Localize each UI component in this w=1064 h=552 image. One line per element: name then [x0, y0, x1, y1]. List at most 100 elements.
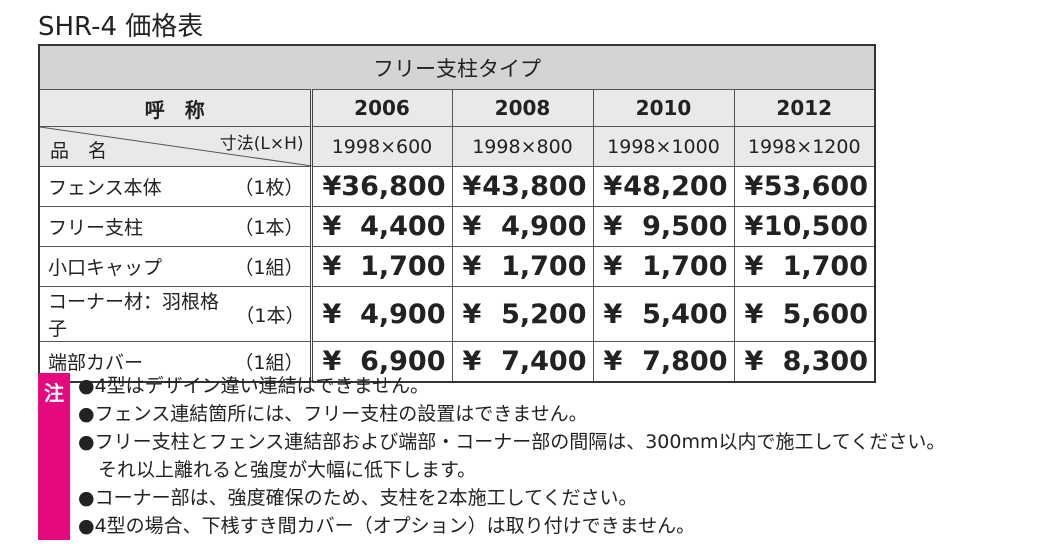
currency: ¥: [603, 171, 623, 202]
currency: ¥: [744, 171, 764, 202]
price: 53,600: [763, 171, 868, 202]
size-header: 寸法(L×H): [219, 134, 304, 154]
price-wrap: ¥1,700: [735, 251, 875, 282]
price-wrap: ¥9,500: [594, 211, 734, 242]
item-cell: フリー支柱 （1本）: [38, 206, 312, 247]
currency: ¥: [603, 346, 623, 377]
price-cell: ¥36,800: [309, 166, 453, 207]
currency: ¥: [322, 346, 342, 377]
currency: ¥: [322, 171, 342, 202]
price-wrap: ¥36,800: [313, 171, 452, 202]
price-wrap: ¥43,800: [453, 171, 593, 202]
item-name: フリー支柱: [48, 217, 144, 239]
currency: ¥: [462, 251, 482, 282]
price-cell: ¥6,900: [309, 341, 453, 383]
price-wrap: ¥53,600: [735, 171, 875, 202]
currency: ¥: [603, 251, 623, 282]
currency: ¥: [603, 211, 623, 242]
item-wrap: フリー支柱 （1本）: [40, 213, 310, 240]
price-wrap: ¥1,700: [313, 251, 452, 282]
column-size: 1998×1200: [733, 126, 876, 167]
price: 8,300: [782, 346, 868, 377]
item-name: 端部カバー: [48, 352, 144, 374]
price-cell: ¥1,700: [451, 246, 594, 287]
price: 5,200: [501, 298, 587, 330]
note-line: ●4型はデザイン違い連結はできません。: [78, 375, 430, 397]
item-unit: （1組）: [234, 257, 304, 279]
price-wrap: ¥7,400: [453, 346, 593, 377]
currency: ¥: [322, 211, 342, 242]
price-cell: ¥7,400: [451, 341, 594, 383]
price-wrap: ¥7,800: [594, 346, 734, 377]
note-line: ●フリー支柱とフェンス連結部および端部・コーナー部の間隔は、300mm以内で施工…: [78, 431, 946, 453]
price: 10,500: [763, 211, 868, 242]
currency: ¥: [744, 346, 764, 377]
price-cell: ¥4,900: [451, 206, 594, 247]
note-line: ●4型の場合、下桟すき間カバー（オプション）は取り付けできません。: [78, 515, 696, 537]
price-wrap: ¥4,900: [313, 299, 452, 330]
currency: ¥: [462, 298, 482, 330]
column-size: 1998×800: [451, 126, 594, 167]
item-wrap: コーナー材：羽根格子 （1本）: [40, 287, 310, 341]
currency: ¥: [322, 251, 342, 282]
price: 48,200: [623, 171, 728, 202]
price-wrap: ¥5,400: [594, 299, 734, 330]
item-cell: 端部カバー （1組）: [38, 341, 312, 383]
price-cell: ¥10,500: [733, 206, 876, 247]
price: 5,600: [782, 298, 868, 330]
price-table: フリー支柱タイプ 呼 称 2006 2008 2010 2012 品 名寸法(L×H) 19…: [38, 44, 876, 383]
price-cell: ¥53,600: [733, 166, 876, 207]
price-wrap: ¥6,900: [313, 346, 452, 377]
price-cell: ¥5,400: [592, 286, 735, 342]
price: 1,700: [782, 251, 868, 282]
notes: ●4型はデザイン違い連結はできません。 ●フェンス連結箇所には、フリー支柱の設置は…: [78, 372, 945, 540]
note-label: 注: [38, 373, 70, 540]
price-cell: ¥5,200: [451, 286, 594, 342]
data-row: フェンス本体 （1枚） ¥36,800 ¥43,800 ¥48,200 ¥53,600: [38, 166, 876, 207]
data-row: フリー支柱 （1本） ¥4,400 ¥4,900 ¥9,500 ¥10,500: [38, 206, 876, 247]
currency: ¥: [462, 171, 482, 202]
price: 1,700: [501, 251, 587, 282]
price: 4,400: [360, 211, 446, 242]
header-row: 呼 称 2006 2008 2010 2012: [38, 89, 876, 127]
item-name: フェンス本体: [48, 177, 162, 199]
price-cell: ¥9,500: [592, 206, 735, 247]
note-line: それ以上離れると強度が大幅に低下します。: [98, 459, 477, 481]
column-size: 1998×600: [309, 126, 453, 167]
type-label: フリー支柱タイプ: [38, 44, 876, 90]
currency: ¥: [744, 298, 764, 330]
column-name: 2008: [451, 89, 594, 127]
column-name: 2006: [309, 89, 453, 127]
price-cell: ¥4,900: [309, 286, 453, 342]
diagonal: [40, 127, 312, 166]
price-cell: ¥1,700: [309, 246, 453, 287]
price-cell: ¥1,700: [592, 246, 735, 287]
price: 9,500: [642, 211, 728, 242]
item-unit: （1枚）: [234, 177, 304, 199]
price-cell: ¥7,800: [592, 341, 735, 383]
price-wrap: ¥8,300: [735, 346, 875, 377]
currency: ¥: [744, 251, 764, 282]
name-header: 呼 称: [38, 89, 312, 127]
column-name: 2012: [733, 89, 876, 127]
price: 1,700: [642, 251, 728, 282]
price: 7,400: [501, 346, 587, 377]
price-wrap: ¥1,700: [453, 251, 593, 282]
item-header: 品 名: [50, 140, 108, 162]
price: 6,900: [360, 346, 446, 377]
currency: ¥: [603, 298, 623, 330]
price: 4,900: [360, 298, 446, 330]
price: 36,800: [341, 171, 446, 202]
price-wrap: ¥4,400: [313, 211, 452, 242]
column-name: 2010: [592, 89, 735, 127]
item-name: コーナー材：羽根格子: [48, 291, 220, 340]
item-name: 小口キャップ: [48, 257, 163, 279]
price-cell: ¥5,600: [733, 286, 876, 342]
data-row: 端部カバー （1組） ¥6,900 ¥7,400 ¥7,800 ¥8,300: [38, 341, 876, 383]
size-row: 品 名 寸法(L×H) 1998×600 1998×800 1998×1000 1998×…: [38, 126, 876, 167]
item-unit: （1本）: [235, 304, 305, 327]
price-wrap: ¥5,600: [735, 299, 875, 330]
price-wrap: ¥48,200: [594, 171, 734, 202]
currency: ¥: [322, 298, 342, 330]
